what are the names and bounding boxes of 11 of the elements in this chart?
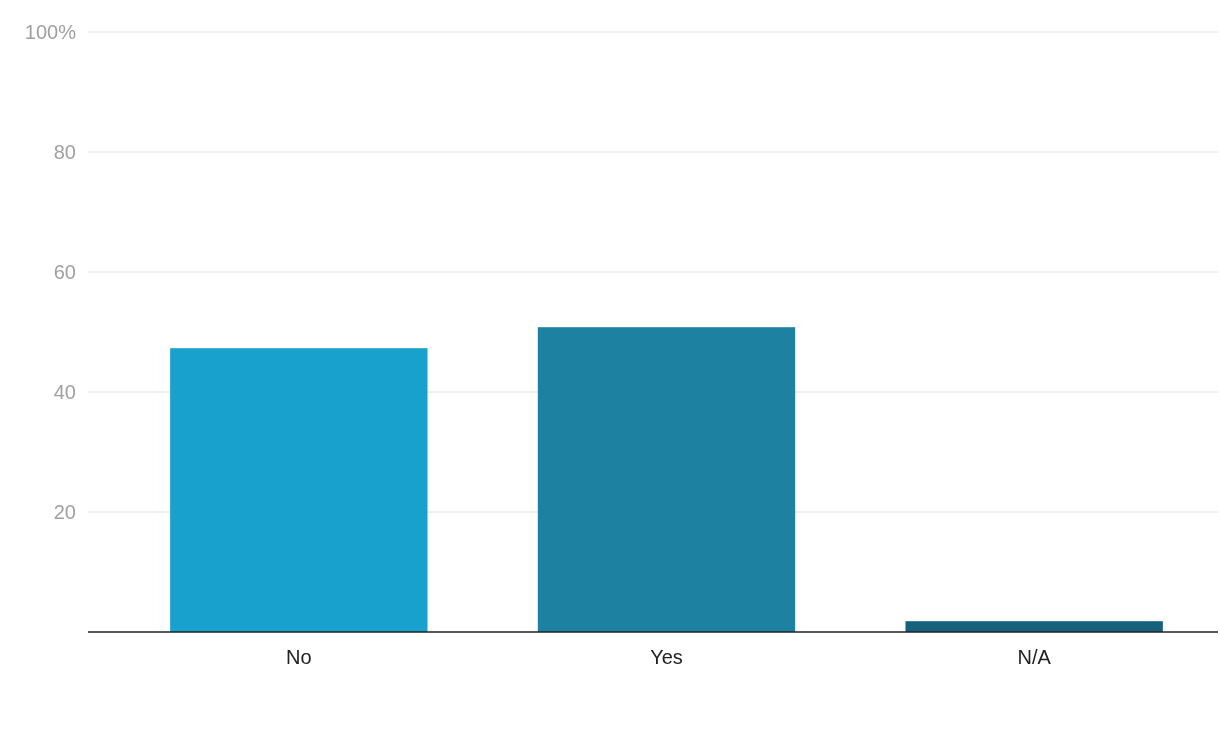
y-tick-label: 40 [53,381,76,403]
y-tick-label: 100% [24,21,77,43]
y-tick-label: 60 [53,261,76,283]
bar [170,348,428,632]
bar [537,327,796,632]
x-tick-label: N/A [1017,646,1052,668]
x-tick-label: No [286,646,312,668]
bar [905,621,1163,632]
y-tick-label: 20 [53,501,76,523]
y-tick-label: 80 [53,141,76,163]
x-tick-label: Yes [650,646,683,668]
